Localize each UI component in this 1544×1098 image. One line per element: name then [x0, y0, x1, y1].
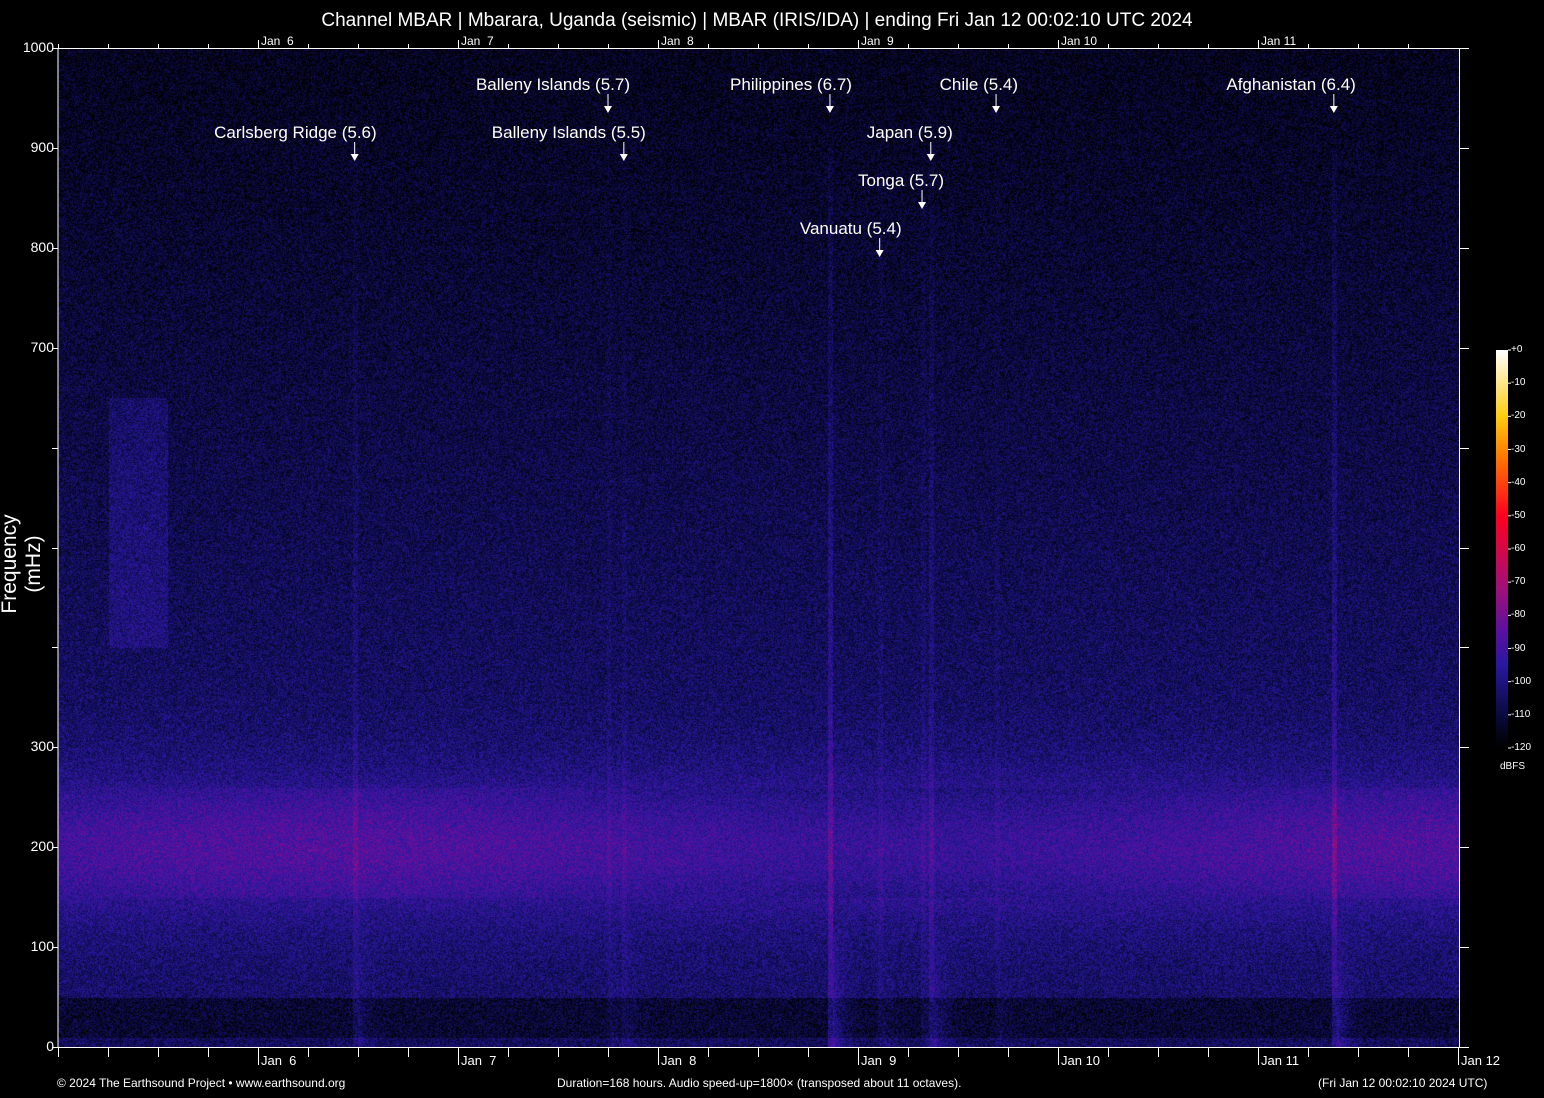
colorbar-tick-label: -80 — [1511, 609, 1525, 620]
y-tick-label: 700 — [8, 339, 54, 355]
colorbar-tick-label: -100 — [1511, 676, 1531, 687]
x-top-tick-label: Jan 8 — [661, 34, 694, 48]
event-arrow-icon — [351, 154, 359, 161]
footer-ending: (Fri Jan 12 00:02:10 2024 UTC) — [1318, 1076, 1487, 1090]
event-arrow-icon — [604, 106, 612, 113]
colorbar-tick-label: -120 — [1511, 742, 1531, 753]
x-top-tick-label: Jan 11 — [1261, 34, 1296, 48]
y-tick-label: 900 — [8, 139, 54, 155]
colorbar-tick-label: -10 — [1511, 377, 1525, 388]
colorbar-tick-label: -70 — [1511, 576, 1525, 587]
colorbar-tick-label: -40 — [1511, 477, 1525, 488]
y-tick-label: 800 — [8, 239, 54, 255]
event-arrow-icon — [620, 154, 628, 161]
event-label: Balleny Islands (5.5) — [492, 123, 646, 143]
event-label: Balleny Islands (5.7) — [476, 75, 630, 95]
colorbar-tick-label: -30 — [1511, 444, 1525, 455]
event-label: Carlsberg Ridge (5.6) — [214, 123, 377, 143]
y-tick-label: 100 — [8, 938, 54, 954]
footer-copyright: © 2024 The Earthsound Project • www.eart… — [57, 1076, 345, 1090]
event-label: Afghanistan (6.4) — [1226, 75, 1355, 95]
event-label: Philippines (6.7) — [730, 75, 852, 95]
y-tick-label: 300 — [8, 738, 54, 754]
y-tick-label: 0 — [8, 1038, 54, 1054]
x-tick-label: Jan 11 — [1261, 1053, 1299, 1068]
event-label: Tonga (5.7) — [858, 171, 944, 191]
colorbar-tick-label: -90 — [1511, 643, 1525, 654]
x-top-tick-label: Jan 9 — [861, 34, 894, 48]
y-tick-label: 1000 — [8, 39, 54, 55]
footer-info: Duration=168 hours. Audio speed-up=1800×… — [557, 1076, 961, 1090]
event-arrow-icon — [876, 250, 884, 257]
event-label: Chile (5.4) — [940, 75, 1018, 95]
x-tick-label: Jan 10 — [1061, 1053, 1100, 1068]
colorbar-tick-label: +0 — [1511, 344, 1522, 355]
y-tick-label: 200 — [8, 838, 54, 854]
colorbar-tick-label: -50 — [1511, 510, 1525, 521]
event-arrow-icon — [918, 202, 926, 209]
event-label: Vanuatu (5.4) — [800, 219, 902, 239]
event-label: Japan (5.9) — [867, 123, 953, 143]
x-top-tick-label: Jan 6 — [261, 34, 294, 48]
colorbar-tick-label: -60 — [1511, 543, 1525, 554]
x-tick-label: Jan 9 — [861, 1053, 896, 1068]
colorbar — [1496, 350, 1508, 748]
x-tick-label: Jan 12 — [1461, 1053, 1500, 1068]
x-tick-label: Jan 8 — [661, 1053, 696, 1068]
event-arrow-icon — [927, 154, 935, 161]
event-arrow-icon — [1330, 106, 1338, 113]
x-top-tick-label: Jan 7 — [461, 34, 494, 48]
y-axis-title: Frequency (mHz) — [0, 484, 46, 644]
x-tick-label: Jan 7 — [461, 1053, 496, 1068]
colorbar-tick-label: -20 — [1511, 410, 1525, 421]
x-tick-label: Jan 6 — [261, 1053, 296, 1068]
event-arrow-icon — [826, 106, 834, 113]
colorbar-label: dBFS — [1500, 761, 1525, 772]
event-arrow-icon — [992, 106, 1000, 113]
colorbar-tick-label: -110 — [1511, 709, 1530, 720]
x-top-tick-label: Jan 10 — [1061, 34, 1097, 48]
